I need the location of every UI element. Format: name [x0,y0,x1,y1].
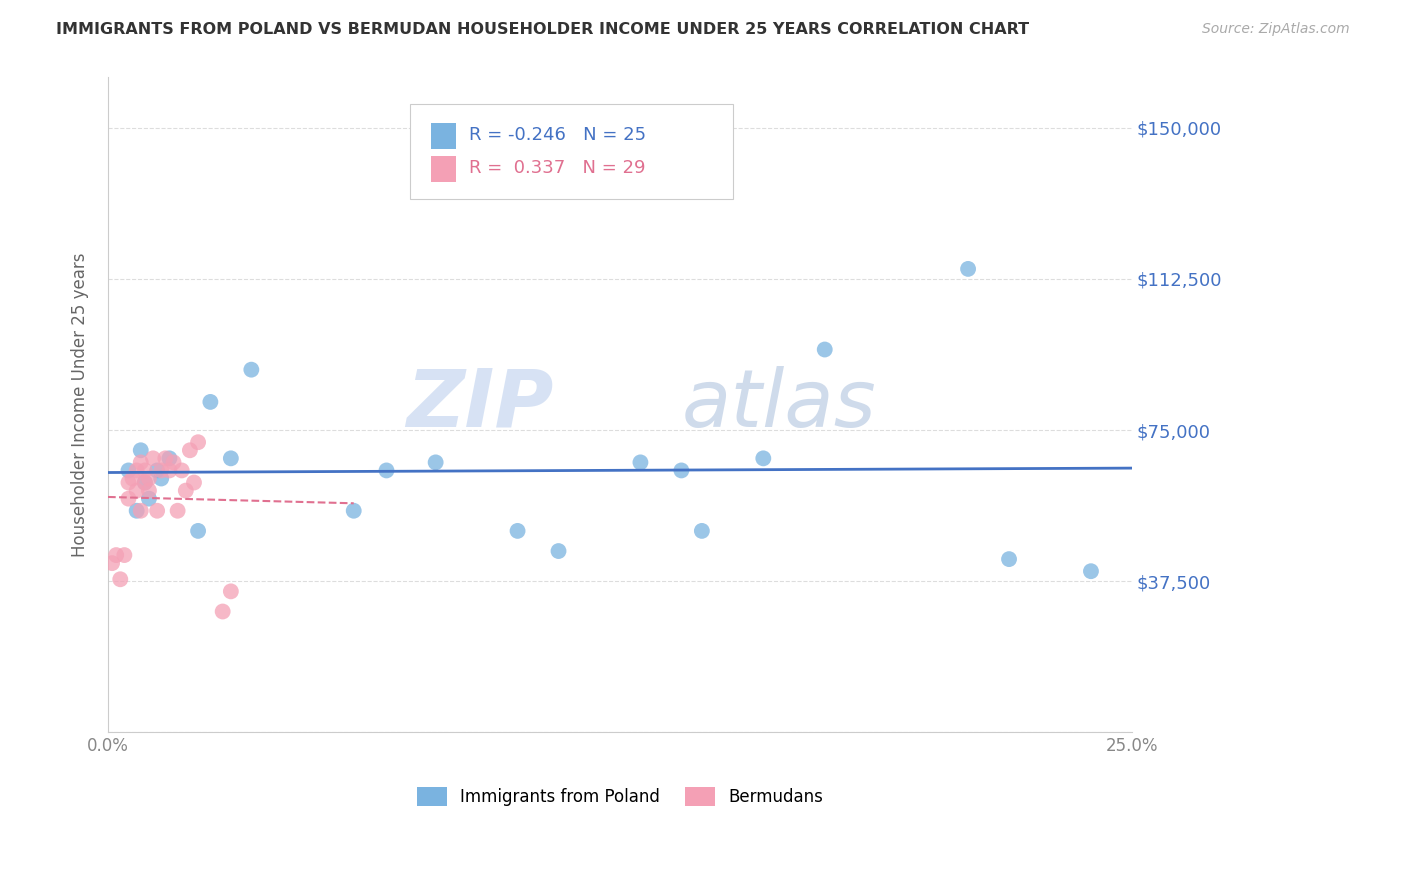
Point [671,463,693,477]
Point [998,552,1021,566]
Point [187,524,209,538]
Point [187,435,209,450]
Point [690,524,713,538]
Point [150,471,173,485]
Point [134,475,156,490]
Text: IMMIGRANTS FROM POLAND VS BERMUDAN HOUSEHOLDER INCOME UNDER 25 YEARS CORRELATION: IMMIGRANTS FROM POLAND VS BERMUDAN HOUSE… [56,22,1029,37]
Point [183,475,205,490]
Text: R =  0.337   N = 29: R = 0.337 N = 29 [470,159,645,177]
Point [343,504,366,518]
Point [957,261,980,276]
Point [134,475,156,490]
Point [150,463,173,477]
Point [125,504,148,518]
FancyBboxPatch shape [430,156,456,182]
Point [138,491,160,506]
Point [200,395,222,409]
Point [112,548,135,562]
Point [138,471,160,485]
Point [117,475,139,490]
Point [117,463,139,477]
Point [174,483,197,498]
Point [110,572,132,586]
FancyBboxPatch shape [430,123,456,150]
Point [134,463,156,477]
Y-axis label: Householder Income Under 25 years: Householder Income Under 25 years [72,252,89,558]
Point [159,463,181,477]
Point [219,584,242,599]
Point [125,483,148,498]
Point [125,463,148,477]
Point [166,504,188,518]
FancyBboxPatch shape [411,103,733,199]
Point [814,343,837,357]
Point [211,605,233,619]
Text: Source: ZipAtlas.com: Source: ZipAtlas.com [1202,22,1350,37]
Text: ZIP: ZIP [406,366,554,444]
Point [752,451,775,466]
Point [630,455,652,469]
Point [155,451,177,466]
Point [121,471,143,485]
Point [240,362,263,376]
Point [162,455,184,469]
Point [506,524,529,538]
Point [159,451,181,466]
Text: atlas: atlas [682,366,876,444]
Point [101,556,124,570]
Point [547,544,569,558]
Point [1080,564,1102,578]
Point [146,463,169,477]
Point [129,455,152,469]
Point [146,504,169,518]
Point [138,483,160,498]
Point [129,504,152,518]
Point [425,455,447,469]
Point [129,443,152,458]
Point [375,463,398,477]
Point [105,548,128,562]
Point [219,451,242,466]
Point [142,451,165,466]
Legend: Immigrants from Poland, Bermudans: Immigrants from Poland, Bermudans [411,780,830,813]
Point [179,443,201,458]
Point [117,491,139,506]
Text: R = -0.246   N = 25: R = -0.246 N = 25 [470,126,647,145]
Point [170,463,193,477]
